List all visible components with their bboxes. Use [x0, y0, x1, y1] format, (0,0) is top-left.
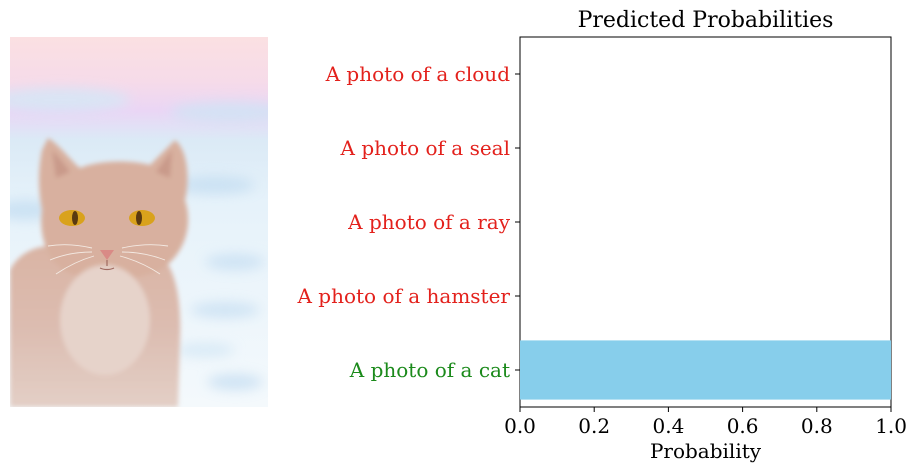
x-tick-label: 0.0 [504, 414, 536, 438]
x-tick-label: 0.6 [727, 414, 759, 438]
category-label: A photo of a seal [340, 136, 510, 160]
x-axis-ticks: 0.0 0.2 0.4 0.6 0.8 1.0 [504, 407, 907, 438]
category-label: A photo of a ray [347, 210, 511, 234]
x-tick-label: 0.2 [578, 414, 610, 438]
bars-layer [520, 340, 891, 400]
x-tick-label: 0.4 [652, 414, 684, 438]
bar-5 [520, 340, 891, 400]
cat-eyes [59, 210, 155, 226]
category-label: A photo of a hamster [296, 284, 510, 308]
category-label: A photo of a cat [349, 358, 510, 382]
x-axis-label: Probability [650, 439, 762, 463]
x-tick-label: 1.0 [875, 414, 907, 438]
category-label: A photo of a cloud [325, 62, 511, 86]
category-labels: A photo of a cloud A photo of a seal A pho… [296, 62, 520, 382]
cat-painting-image [10, 37, 268, 407]
chart-title: Predicted Probabilities [578, 8, 834, 33]
x-tick-label: 0.8 [801, 414, 833, 438]
